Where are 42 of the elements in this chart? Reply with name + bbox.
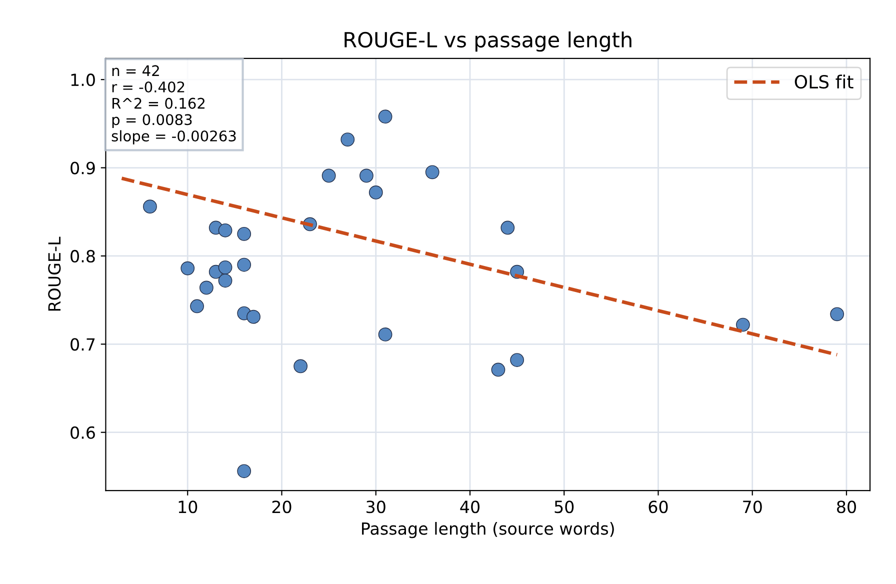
point <box>180 261 195 276</box>
point <box>143 200 157 214</box>
y-tick-label: 0.9 <box>70 162 95 174</box>
y-axis-title: ROUGE-L <box>48 236 61 311</box>
point <box>218 223 232 238</box>
x-tick-label: 10 <box>178 500 198 514</box>
point <box>237 226 252 241</box>
chart-title: ROUGE-L vs passage length <box>344 31 632 52</box>
point <box>237 464 252 478</box>
point <box>200 280 214 295</box>
point <box>830 307 844 322</box>
annotation: n = 42 r = -0.402 R^2 = 0.162 p = 0.0083 slope = -0.00263 <box>112 65 236 144</box>
point <box>237 258 252 272</box>
x-tick-label: 30 <box>366 500 386 514</box>
x-tick-label: 20 <box>272 500 292 514</box>
x-tick-label: 80 <box>837 500 856 514</box>
point <box>368 186 383 200</box>
point <box>322 168 336 183</box>
point <box>246 310 260 324</box>
x-tick-label: 40 <box>460 500 480 514</box>
y-tick-label: 0.6 <box>70 426 95 439</box>
x-axis-title: Passage length (source words) <box>362 522 614 538</box>
point <box>378 110 392 124</box>
y-tick-label: 0.8 <box>70 250 95 263</box>
point <box>360 168 374 183</box>
x-tick-label: 70 <box>743 500 762 514</box>
point <box>491 362 506 377</box>
point <box>425 165 440 180</box>
legend-label: OLS fit <box>794 74 854 89</box>
point <box>340 132 355 146</box>
point <box>510 353 524 367</box>
point <box>378 328 392 342</box>
x-tick-label: 60 <box>648 500 668 514</box>
y-tick-label: 1.0 <box>71 74 95 86</box>
point <box>294 359 308 374</box>
point <box>736 318 750 332</box>
point <box>500 220 515 235</box>
point <box>218 274 232 288</box>
y-tick-label: 0.7 <box>70 338 95 351</box>
x-tick-label: 50 <box>554 500 574 514</box>
point <box>190 299 204 314</box>
point <box>218 260 232 274</box>
